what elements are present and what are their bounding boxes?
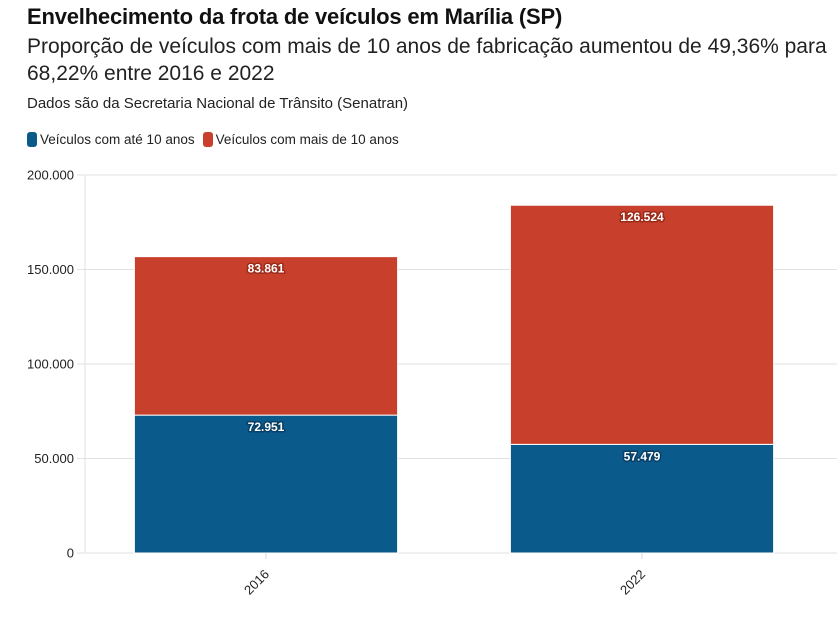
legend-item-mais-de-10-anos[interactable]: Veículos com mais de 10 anos [202, 132, 399, 147]
y-tick-label: 200.000 [27, 168, 74, 183]
data-label: 57.479 [624, 449, 661, 463]
legend-swatch-blue [27, 132, 37, 147]
y-tick-label: 150.000 [27, 262, 74, 277]
bar-segment-2022-mais-de-10-anos [509, 204, 775, 445]
data-label: 72.951 [248, 420, 285, 434]
legend-label: Veículos com mais de 10 anos [215, 132, 399, 147]
legend-item-ate-10-anos[interactable]: Veículos com até 10 anos [27, 132, 195, 147]
y-tick-label: 50.000 [34, 451, 74, 466]
x-tick-label: 2016 [241, 567, 272, 598]
x-tick-label: 2022 [617, 567, 648, 598]
bar-segment-2016-ate-10-anos [133, 414, 399, 554]
data-label: 126.524 [620, 210, 664, 224]
source-note: Dados são da Secretaria Nacional de Trân… [27, 95, 409, 112]
y-tick-label: 0 [67, 546, 74, 561]
y-tick-label: 100.000 [27, 357, 74, 372]
legend: Veículos com até 10 anos Veículos com ma… [27, 132, 407, 147]
legend-swatch-red [202, 132, 213, 147]
data-label: 83.861 [248, 262, 285, 276]
chart-subtitle: Proporção de veículos com mais de 10 ano… [27, 35, 827, 85]
legend-label: Veículos com até 10 anos [40, 132, 195, 147]
bar-segment-2016-mais-de-10-anos [133, 256, 399, 416]
chart-title: Envelhecimento da frota de veículos em M… [27, 4, 563, 29]
